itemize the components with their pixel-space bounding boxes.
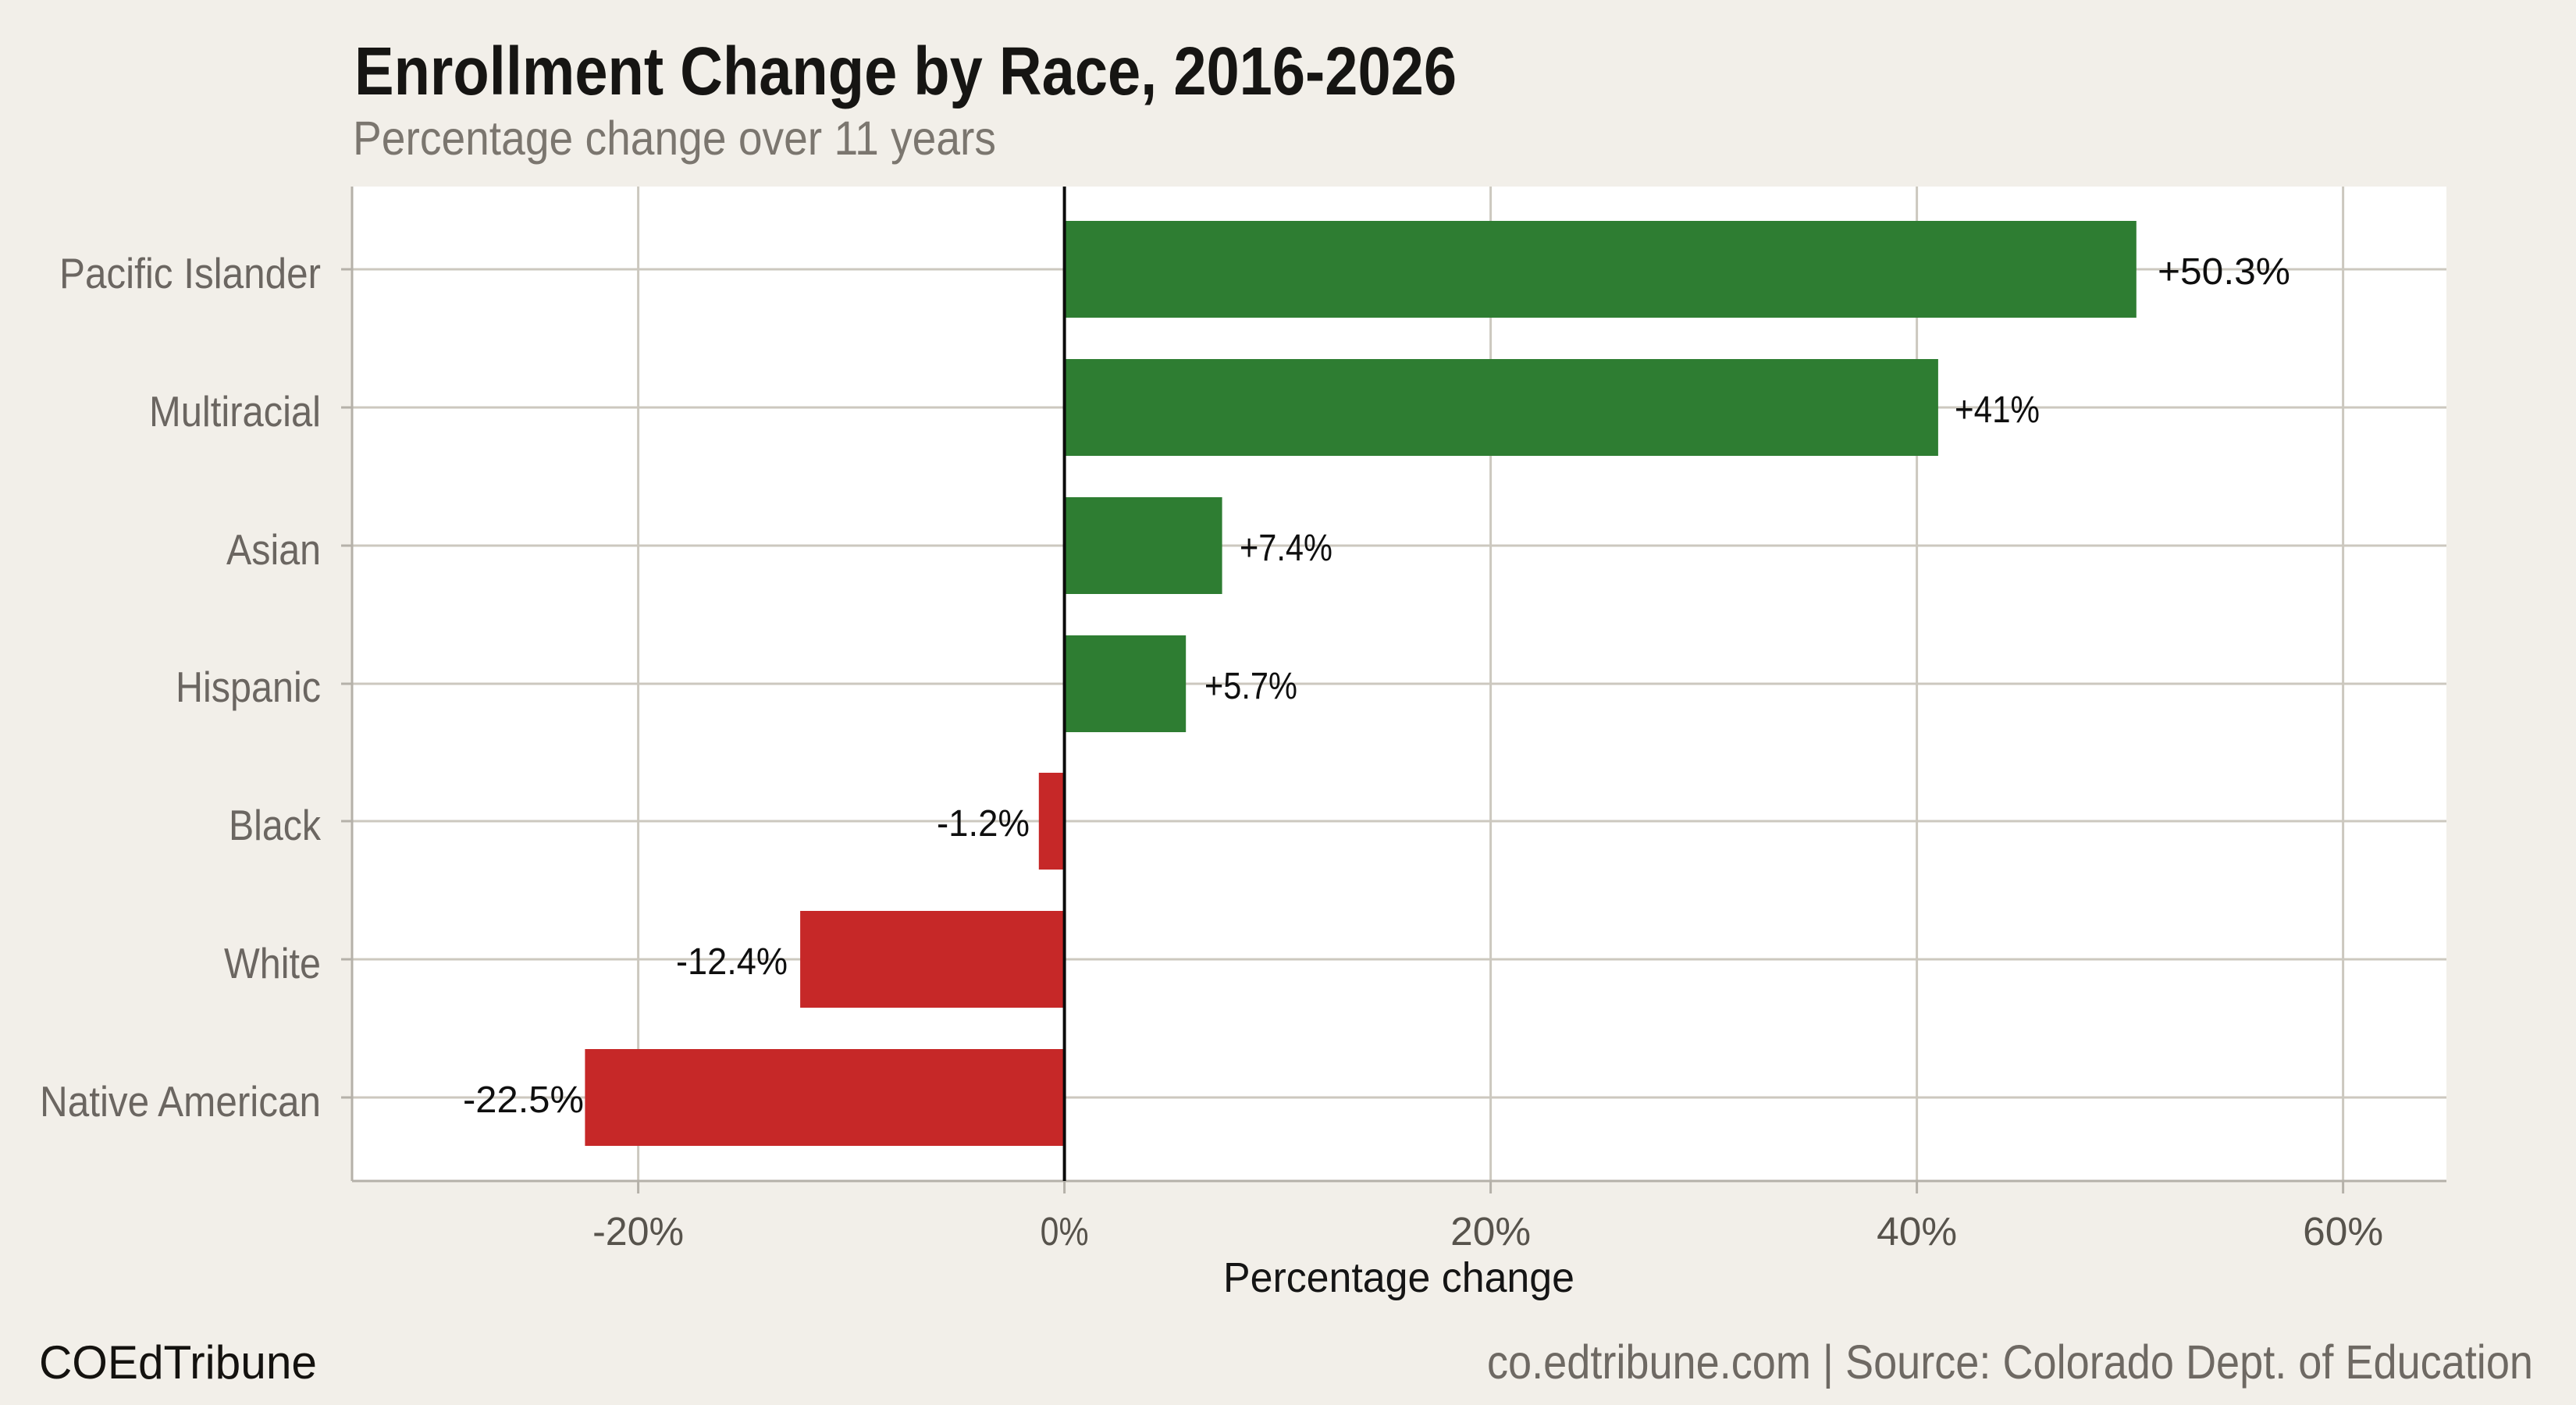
svg-text:-1.2%: -1.2%	[937, 803, 1030, 845]
svg-text:COEdTribune: COEdTribune	[39, 1336, 317, 1389]
svg-text:+41%: +41%	[1955, 389, 2040, 431]
svg-text:20%: 20%	[1450, 1209, 1531, 1254]
svg-text:40%: 40%	[1877, 1209, 1957, 1254]
svg-text:60%: 60%	[2303, 1209, 2383, 1254]
svg-text:Percentage change over 11 year: Percentage change over 11 years	[353, 112, 996, 165]
svg-text:+50.3%: +50.3%	[2158, 251, 2290, 293]
svg-text:co.edtribune.com | Source: Col: co.edtribune.com | Source: Colorado Dept…	[1487, 1336, 2533, 1389]
svg-text:Percentage change: Percentage change	[1223, 1254, 1574, 1301]
svg-text:Multiracial: Multiracial	[149, 387, 321, 436]
svg-text:White: White	[224, 939, 321, 987]
svg-text:Native American: Native American	[40, 1077, 321, 1126]
svg-text:+5.7%: +5.7%	[1204, 666, 1297, 707]
svg-text:Black: Black	[229, 801, 321, 849]
svg-text:+7.4%: +7.4%	[1240, 528, 1332, 569]
svg-text:0%: 0%	[1041, 1209, 1089, 1254]
svg-text:-22.5%: -22.5%	[463, 1080, 584, 1121]
svg-text:Asian: Asian	[226, 525, 321, 574]
svg-text:Enrollment Change by Race, 201: Enrollment Change by Race, 2016-2026	[354, 34, 1457, 109]
svg-text:-12.4%: -12.4%	[676, 941, 788, 983]
svg-text:Hispanic: Hispanic	[176, 663, 321, 711]
svg-text:Pacific Islander: Pacific Islander	[59, 249, 321, 297]
svg-text:-20%: -20%	[592, 1209, 684, 1254]
